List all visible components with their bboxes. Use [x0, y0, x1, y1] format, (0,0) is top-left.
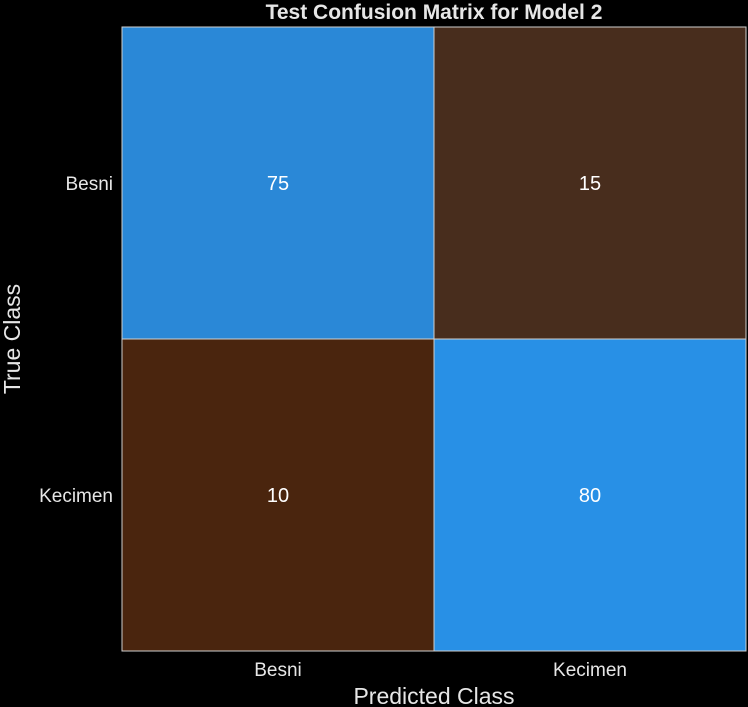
- heatmap-cell-besni-kecimen: [433, 26, 747, 340]
- heatmap-cell-besni-besni: [121, 26, 435, 340]
- y-tick-labels: Besni Kecimen: [39, 174, 113, 507]
- x-tick-label: Besni: [254, 660, 302, 681]
- chart-title: Test Confusion Matrix for Model 2: [266, 1, 603, 24]
- x-tick-labels: Besni Kecimen: [254, 660, 627, 681]
- heatmap-cell-kecimen-besni: [121, 338, 435, 652]
- cell-value-labels: 75 15 10 80: [267, 173, 601, 507]
- x-tick-label: Kecimen: [553, 660, 627, 681]
- heatmap-cell-kecimen-kecimen: [433, 338, 747, 652]
- y-axis-label: True Class: [0, 284, 25, 394]
- heatmap-cells: [121, 26, 747, 652]
- plot-frame: [121, 26, 747, 652]
- cell-value-label: 15: [579, 173, 601, 195]
- y-tick-label: Besni: [65, 174, 113, 195]
- x-axis-label: Predicted Class: [353, 683, 514, 707]
- y-tick-label: Kecimen: [39, 486, 113, 507]
- cell-value-label: 75: [267, 173, 289, 195]
- cell-value-label: 10: [267, 485, 289, 507]
- cell-value-label: 80: [579, 485, 601, 507]
